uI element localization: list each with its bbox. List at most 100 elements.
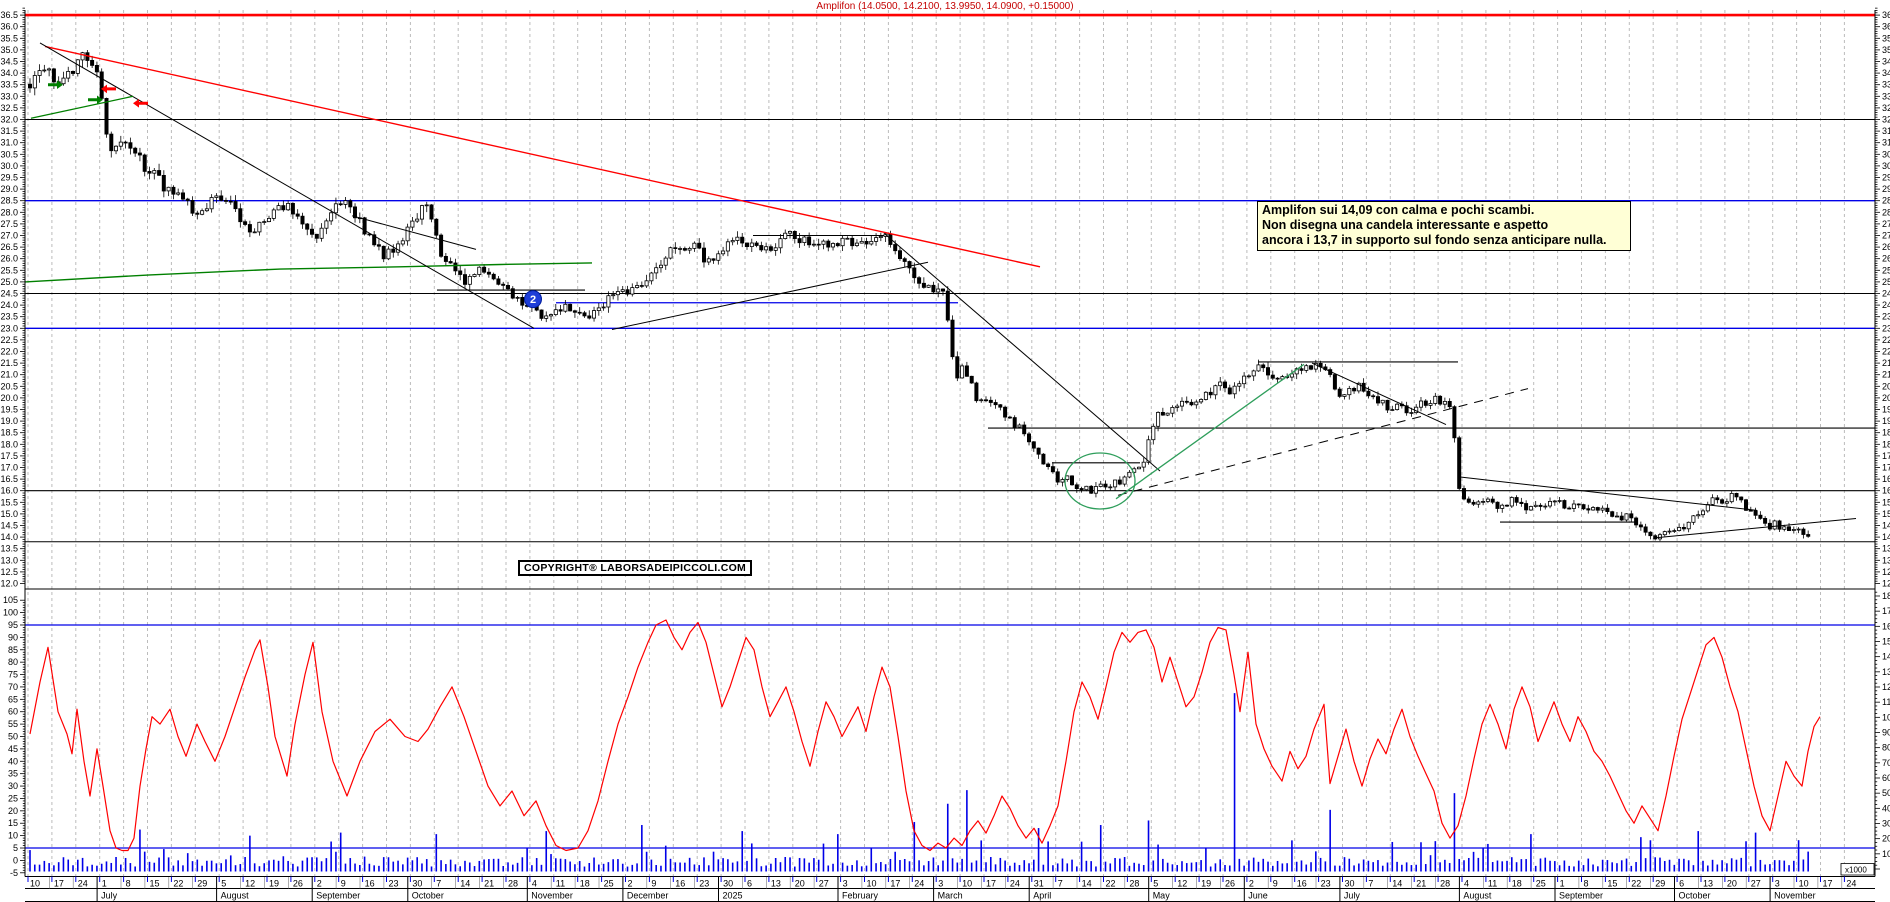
svg-text:12.5: 12.5	[1882, 567, 1890, 577]
svg-text:22.5: 22.5	[1882, 335, 1890, 345]
svg-text:33.5: 33.5	[0, 80, 18, 90]
svg-text:32.5: 32.5	[1882, 103, 1890, 113]
svg-text:19.0: 19.0	[1882, 416, 1890, 426]
svg-text:34.5: 34.5	[0, 57, 18, 67]
svg-text:3000: 3000	[1882, 818, 1890, 828]
svg-text:18: 18	[580, 879, 590, 889]
svg-text:36.0: 36.0	[0, 22, 18, 32]
svg-text:27.0: 27.0	[0, 231, 18, 241]
svg-text:33.0: 33.0	[1882, 91, 1890, 101]
svg-text:23.0: 23.0	[1882, 323, 1890, 333]
svg-text:9000: 9000	[1882, 727, 1890, 737]
annotation-note: Amplifon sui 14,09 con calma e pochi sca…	[1257, 201, 1631, 251]
marker-2-badge: 2	[524, 290, 542, 309]
svg-text:22.0: 22.0	[1882, 347, 1890, 357]
svg-text:13000: 13000	[1882, 667, 1890, 677]
svg-text:19.0: 19.0	[0, 416, 18, 426]
svg-text:17: 17	[54, 879, 64, 889]
svg-text:6: 6	[1679, 879, 1684, 889]
svg-text:15: 15	[150, 879, 160, 889]
svg-text:25: 25	[604, 879, 614, 889]
svg-text:28.0: 28.0	[1882, 207, 1890, 217]
svg-text:22.0: 22.0	[0, 347, 18, 357]
annotation-line-2: Non disegna una candela interessante e a…	[1262, 217, 1549, 232]
svg-text:17: 17	[1823, 879, 1833, 889]
svg-text:13: 13	[1703, 879, 1713, 889]
svg-text:16000: 16000	[1882, 621, 1890, 631]
svg-text:21: 21	[1416, 879, 1426, 889]
svg-text:30.0: 30.0	[1882, 161, 1890, 171]
svg-text:24.0: 24.0	[1882, 300, 1890, 310]
volume-axis: 1000 2000 3000 4000 5000 6000 7000 8000 9000 1000…	[1840, 591, 1890, 876]
svg-text:13.0: 13.0	[1882, 555, 1890, 565]
svg-text:8000: 8000	[1882, 743, 1890, 753]
svg-text:31.0: 31.0	[1882, 138, 1890, 148]
svg-text:August: August	[221, 891, 250, 901]
svg-text:13.0: 13.0	[0, 555, 18, 565]
svg-text:-5: -5	[10, 868, 18, 878]
svg-text:November: November	[1774, 891, 1816, 901]
svg-text:31.0: 31.0	[0, 138, 18, 148]
svg-text:20.5: 20.5	[0, 381, 18, 391]
svg-text:20: 20	[8, 806, 18, 816]
svg-text:15.0: 15.0	[0, 509, 18, 519]
oscillator-line	[29, 619, 1821, 852]
svg-text:26.0: 26.0	[0, 254, 18, 264]
svg-text:21.5: 21.5	[0, 358, 18, 368]
svg-text:31: 31	[1034, 879, 1044, 889]
svg-text:October: October	[1679, 891, 1711, 901]
svg-text:24.5: 24.5	[1882, 289, 1890, 299]
weekly-gridlines	[27, 10, 1845, 877]
svg-text:2: 2	[628, 879, 633, 889]
svg-text:15.5: 15.5	[1882, 497, 1890, 507]
svg-text:33.5: 33.5	[1882, 80, 1890, 90]
svg-text:27: 27	[1751, 879, 1761, 889]
price-levels	[25, 13, 1875, 543]
svg-text:29: 29	[1655, 879, 1665, 889]
svg-text:20.5: 20.5	[1882, 381, 1890, 391]
svg-text:3: 3	[1775, 879, 1780, 889]
svg-text:30: 30	[1345, 879, 1355, 889]
svg-text:25.5: 25.5	[0, 265, 18, 275]
panel-borders	[24, 10, 1876, 902]
svg-text:6: 6	[747, 879, 752, 889]
svg-text:30.0: 30.0	[0, 161, 18, 171]
svg-text:9: 9	[1273, 879, 1278, 889]
svg-text:24.5: 24.5	[0, 289, 18, 299]
svg-text:60: 60	[8, 707, 18, 717]
svg-text:34.0: 34.0	[0, 68, 18, 78]
svg-text:36.5: 36.5	[0, 10, 18, 20]
svg-text:14.5: 14.5	[0, 521, 18, 531]
svg-text:14.0: 14.0	[1882, 532, 1890, 542]
svg-text:17.5: 17.5	[0, 451, 18, 461]
svg-text:29.0: 29.0	[0, 184, 18, 194]
trendlines	[30, 42, 1857, 539]
svg-text:19: 19	[269, 879, 279, 889]
svg-text:22: 22	[1106, 879, 1116, 889]
svg-text:March: March	[938, 891, 963, 901]
svg-text:15.5: 15.5	[0, 497, 18, 507]
svg-text:28: 28	[1129, 879, 1139, 889]
svg-text:29: 29	[197, 879, 207, 889]
svg-text:10: 10	[8, 831, 18, 841]
svg-text:17.0: 17.0	[0, 463, 18, 473]
svg-text:3: 3	[938, 879, 943, 889]
svg-text:25.0: 25.0	[1882, 277, 1890, 287]
svg-text:18.0: 18.0	[1882, 439, 1890, 449]
svg-text:x1000: x1000	[1845, 866, 1867, 875]
svg-text:February: February	[842, 891, 879, 901]
svg-text:26.5: 26.5	[1882, 242, 1890, 252]
oscillator-axis: -5 0 5 10 15 20 25 30 35 40 45 50 55 60 65 70 75 80 85 90 95…	[3, 595, 25, 878]
svg-text:35.0: 35.0	[0, 45, 18, 55]
svg-text:June: June	[1248, 891, 1268, 901]
svg-text:8: 8	[1584, 879, 1589, 889]
svg-text:32.0: 32.0	[1882, 115, 1890, 125]
buy-arrow-icon	[88, 95, 103, 105]
svg-text:13: 13	[771, 879, 781, 889]
svg-text:36.5: 36.5	[1882, 10, 1890, 20]
svg-text:5: 5	[13, 843, 18, 853]
svg-text:15: 15	[8, 818, 18, 828]
svg-text:16: 16	[675, 879, 685, 889]
svg-text:16.5: 16.5	[0, 474, 18, 484]
svg-text:95: 95	[8, 620, 18, 630]
